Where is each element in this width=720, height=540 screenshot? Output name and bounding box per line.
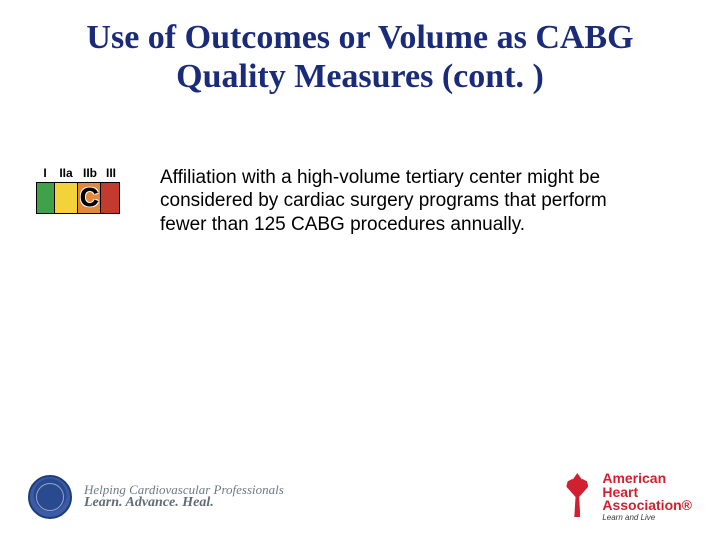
- cor-box-2a: [55, 183, 78, 213]
- tagline-line1: Helping Cardiovascular Professionals: [84, 483, 284, 497]
- level-of-evidence-letter: C: [80, 182, 99, 213]
- cor-box-1: [37, 183, 55, 213]
- cor-box-2b: C: [78, 183, 101, 213]
- aha-line3: Association®: [602, 499, 692, 512]
- acc-tagline: Helping Cardiovascular Professionals Lea…: [84, 483, 284, 511]
- cor-label-2a: IIa: [54, 166, 78, 180]
- aha-subline: Learn and Live: [602, 514, 692, 522]
- content-row: I IIa IIb III C Affiliation with a high-…: [0, 96, 720, 236]
- cor-label-3: III: [102, 166, 120, 180]
- cor-label-2b: IIb: [78, 166, 102, 180]
- slide-title: Use of Outcomes or Volume as CABG Qualit…: [0, 0, 720, 96]
- footer: Helping Cardiovascular Professionals Lea…: [0, 468, 720, 540]
- footer-left: Helping Cardiovascular Professionals Lea…: [28, 475, 284, 519]
- cor-box-3: [101, 183, 119, 213]
- acc-seal-icon: [28, 475, 72, 519]
- cor-color-boxes: C: [36, 182, 120, 214]
- class-of-recommendation-block: I IIa IIb III C: [36, 166, 120, 214]
- tagline-line2: Learn. Advance. Heal.: [84, 496, 284, 511]
- cor-label-1: I: [36, 166, 54, 180]
- footer-right: American Heart Association® Learn and Li…: [560, 472, 692, 521]
- aha-heart-torch-icon: [560, 475, 594, 519]
- cor-labels-row: I IIa IIb III: [36, 166, 120, 180]
- recommendation-text: Affiliation with a high-volume tertiary …: [160, 166, 640, 236]
- aha-wordmark: American Heart Association® Learn and Li…: [602, 472, 692, 521]
